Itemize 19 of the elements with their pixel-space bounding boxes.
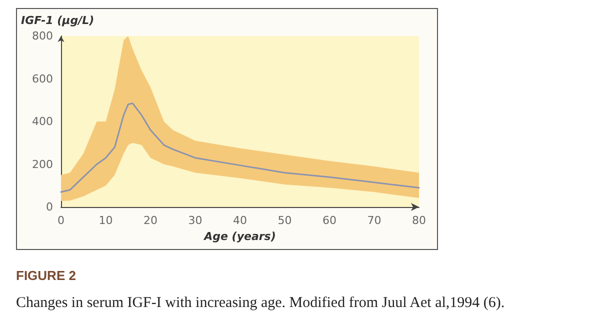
x-tick-label: 30: [188, 214, 202, 227]
x-axis-title: Age (years): [203, 230, 276, 243]
x-tick-label: 60: [322, 214, 336, 227]
y-tick-label: 800: [32, 30, 53, 42]
x-tick-label: 20: [144, 214, 158, 227]
y-tick-label: 200: [32, 158, 53, 171]
x-tick-label: 50: [278, 214, 292, 227]
y-tick-label: 600: [32, 72, 53, 86]
y-tick-label: 400: [32, 115, 53, 128]
x-tick-label: 70: [367, 214, 382, 227]
x-tick-label: 0: [58, 214, 64, 227]
x-tick-label: 80: [412, 214, 426, 227]
line-series: [60, 102, 420, 193]
x-tick-label: 40: [233, 214, 247, 227]
y-axis-title: IGF-1 (µg/L): [21, 14, 94, 27]
caption: FIGURE 2: [16, 268, 77, 283]
text: Changes in serum IGF-I with increasing age. Modified from Juul Aet al,1994 (6).: [16, 295, 506, 312]
x-tick-label: 10: [98, 214, 113, 227]
y-tick-label: 0: [46, 200, 53, 214]
